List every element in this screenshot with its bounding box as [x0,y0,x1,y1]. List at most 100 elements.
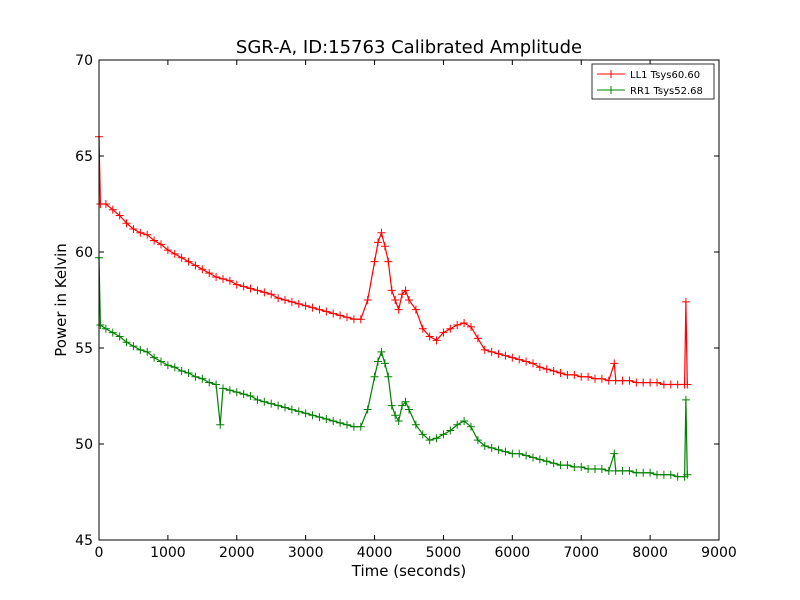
data-point [535,455,544,464]
data-point [673,472,682,481]
data-point [370,372,379,381]
y-tick-label: 65 [75,149,93,165]
data-point [315,413,324,422]
data-point [308,411,317,420]
data-point [597,464,606,473]
x-tick-label: 2000 [219,545,255,561]
data-point [460,319,469,328]
data-point [343,420,351,429]
data-point [184,257,193,266]
data-point [480,345,489,354]
data-point [191,261,200,270]
data-point [542,365,551,374]
data-point [136,345,145,354]
data-point [405,296,413,304]
data-point [225,276,234,285]
data-point [253,286,262,295]
data-point [398,290,407,299]
data-point [632,468,641,477]
data-point [205,378,214,387]
data-point [129,342,138,351]
y-tick-label: 50 [75,437,93,453]
data-point [563,370,572,379]
data-point [473,436,482,445]
data-point [394,416,403,425]
data-point [380,359,389,368]
data-point [611,376,620,385]
data-point [212,380,221,389]
data-point [646,468,655,477]
data-point [115,211,124,220]
plot-area [95,132,692,481]
data-point [556,461,565,470]
x-axis-label: Time (seconds) [351,562,467,580]
data-point [253,395,262,404]
data-point [666,380,675,389]
data-point [570,463,579,472]
series-ll1 [95,132,692,389]
data-point [198,374,207,383]
data-point [219,274,227,283]
data-point [535,363,544,372]
data-point [205,269,214,278]
data-point [380,242,389,251]
data-point [425,332,434,341]
data-point [260,397,269,406]
data-point [281,403,289,412]
data-point [529,453,537,462]
legend-entry-ll1: LL1 Tsys60.60 [597,70,700,81]
data-point [610,359,619,368]
x-tick-label: 1000 [150,545,186,561]
data-point [618,376,627,385]
data-point [460,416,469,425]
data-point [501,447,510,456]
legend-marker-rr1 [607,86,615,94]
data-point [515,449,524,458]
data-point [487,443,496,452]
data-point [591,464,599,473]
x-tick-label: 7000 [563,545,599,561]
data-point [170,249,179,258]
x-tick-label: 0 [95,545,104,561]
data-point [391,411,400,420]
data-point [377,347,386,356]
data-point [329,416,338,425]
y-tick-label: 70 [75,53,93,69]
data-point [391,296,400,304]
data-point [267,399,276,408]
data-point [115,332,124,341]
legend: LL1 Tsys60.60 RR1 Tsys52.68 [591,63,715,100]
data-point [246,392,255,400]
data-point [611,466,620,475]
data-point [184,368,193,377]
data-point [681,395,690,404]
data-point [398,401,407,410]
data-point [549,367,558,376]
data-point [401,286,410,295]
data-point [597,374,606,383]
x-tick-label: 4000 [357,545,393,561]
data-point [198,265,207,274]
x-tick-label: 5000 [426,545,462,561]
data-point [170,363,179,372]
data-point [610,449,619,458]
data-point [287,405,296,414]
legend-label-rr1: RR1 Tsys52.68 [630,86,703,97]
data-point [177,253,186,262]
data-point [453,420,462,429]
data-point [446,426,455,435]
axis-ticks: 0 1000 2000 3000 4000 5000 6000 7000 8000 9000 45 5… [75,53,737,561]
data-point [401,397,410,406]
data-point [101,324,110,333]
y-axis-label: Power in Kelvin [52,243,70,357]
data-point [625,376,634,385]
data-point [219,384,227,393]
data-point [374,238,382,247]
data-point [239,390,248,399]
data-point [653,470,661,479]
data-point [260,288,269,297]
data-point [646,378,655,387]
data-point [143,230,152,239]
